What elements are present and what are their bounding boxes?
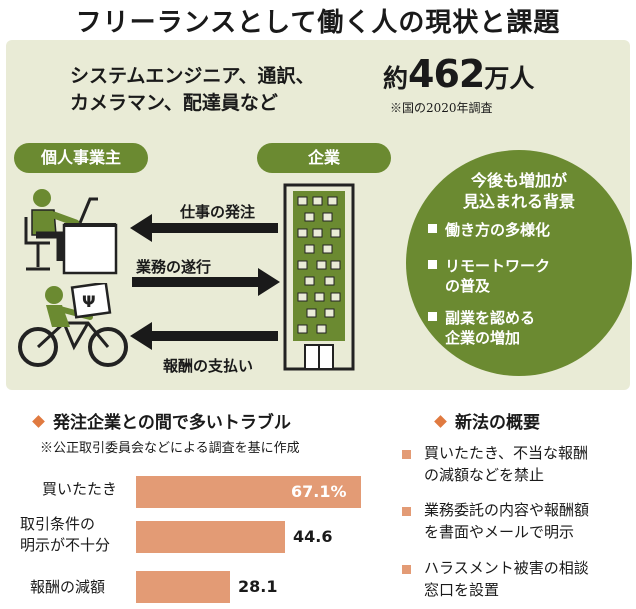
page-title: フリーランスとして働く人の現状と課題 — [75, 8, 561, 38]
count-suffix: 万人 — [484, 64, 535, 93]
reason-line: リモートワーク — [445, 257, 551, 275]
bar-category-label: 報酬の減額 — [30, 577, 105, 598]
category-line: 買いたたき — [42, 480, 118, 498]
bar-value-label: 67.1% — [291, 482, 347, 501]
company-label: 企業 — [257, 143, 391, 173]
square-bullet-icon — [428, 224, 437, 233]
law-item: ハラスメント被害の相談 窓口を設置 — [424, 557, 632, 601]
trouble-source-note: ※公正取引委員会などによる調査を基に作成 — [40, 441, 300, 456]
reason-line: の普及 — [445, 277, 491, 295]
growth-background-title: 今後も増加が 見込まれる背景 — [406, 170, 632, 212]
square-bullet-icon — [402, 507, 411, 516]
law-line: 窓口を設置 — [424, 581, 500, 599]
freelancer-count: 約462万人 — [383, 52, 534, 96]
reason-line: 企業の増加 — [445, 329, 521, 347]
count-number: 462 — [408, 52, 485, 96]
law-line: ハラスメント被害の相談 — [424, 559, 589, 577]
diamond-bullet-icon — [434, 415, 447, 428]
work-arrow — [132, 268, 280, 296]
law-item: 買いたたき、不当な報酬 の減額などを禁止 — [424, 442, 632, 486]
svg-text:Ψ: Ψ — [82, 292, 96, 311]
bar-category-label: 買いたたき — [42, 479, 117, 500]
category-line: 明示が不十分 — [20, 536, 111, 554]
bar — [136, 521, 285, 553]
individual-label: 個人事業主 — [14, 143, 148, 173]
bar — [136, 571, 230, 603]
company-building-icon — [283, 183, 355, 371]
growth-reason-item: 働き方の多様化 — [428, 220, 623, 240]
square-bullet-icon — [402, 565, 411, 574]
growth-reason-item: 副業を認める 企業の増加 — [428, 308, 623, 348]
desk-worker-icon — [24, 189, 118, 275]
bar-value-label: 44.6 — [293, 527, 333, 546]
growth-reason-item: リモートワーク の普及 — [428, 256, 623, 296]
diamond-bullet-icon — [32, 415, 45, 428]
title-line: 見込まれる背景 — [462, 192, 575, 211]
trouble-heading-text: 発注企業との間で多いトラブル — [53, 413, 291, 433]
reason-line: 働き方の多様化 — [445, 221, 551, 239]
category-line: 取引条件の — [20, 515, 96, 533]
bar — [136, 476, 361, 508]
square-bullet-icon — [402, 450, 411, 459]
occupation-line: カメラマン、配達員など — [70, 92, 278, 114]
order-arrow — [130, 214, 278, 242]
count-note: ※国の2020年調査 — [390, 101, 493, 115]
law-heading: 新法の概要 — [434, 408, 540, 433]
square-bullet-icon — [428, 312, 437, 321]
bar-category-label: 取引条件の 明示が不十分 — [20, 514, 110, 556]
flow-label-order: 仕事の発注 — [180, 203, 256, 221]
law-item: 業務委託の内容や報酬額 を書面やメールで明示 — [424, 499, 632, 543]
growth-background-circle: 今後も増加が 見込まれる背景 働き方の多様化 リモートワーク の普及 副業を認める… — [406, 150, 632, 376]
bar-value-label: 28.1 — [238, 577, 278, 596]
law-line: を書面やメールで明示 — [424, 523, 575, 541]
flow-label-work: 業務の遂行 — [136, 258, 212, 276]
law-line: 業務委託の内容や報酬額 — [424, 501, 590, 519]
flow-label-payment: 報酬の支払い — [163, 357, 254, 375]
delivery-cyclist-icon: Ψ — [18, 283, 128, 367]
square-bullet-icon — [428, 260, 437, 269]
trouble-heading: 発注企業との間で多いトラブル — [32, 408, 291, 433]
occupation-line: システムエンジニア、通訳、 — [70, 65, 315, 87]
reason-line: 副業を認める — [445, 309, 536, 327]
law-heading-text: 新法の概要 — [455, 413, 540, 433]
law-line: の減額などを禁止 — [424, 466, 545, 484]
payment-arrow — [130, 322, 278, 350]
flow-arrows — [130, 214, 280, 350]
title-line: 今後も増加が — [470, 171, 567, 190]
count-prefix: 約 — [383, 64, 409, 93]
category-line: 報酬の減額 — [30, 578, 106, 596]
occupation-list: システムエンジニア、通訳、 カメラマン、配達員など — [70, 63, 315, 117]
law-line: 買いたたき、不当な報酬 — [424, 444, 588, 462]
